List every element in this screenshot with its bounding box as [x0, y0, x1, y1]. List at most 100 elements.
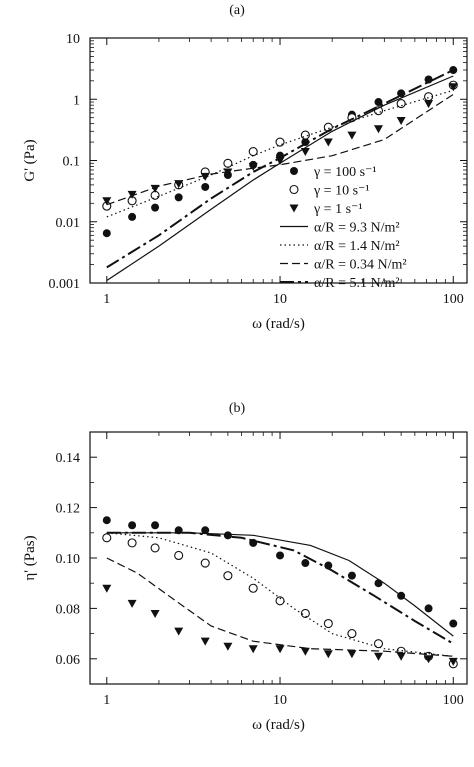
fit-line-dotted — [106, 532, 454, 657]
data-point-triangle — [223, 642, 233, 651]
x-tick-label: 10 — [273, 693, 287, 708]
data-point-filled-circle — [174, 193, 183, 202]
legend-label: γ = 100 s⁻¹ — [313, 165, 377, 180]
data-point-triangle — [424, 655, 434, 664]
data-point-triangle — [102, 584, 112, 593]
data-point-triangle — [102, 197, 112, 206]
y-tick-label: 0.06 — [56, 653, 81, 668]
data-point-filled-circle — [102, 516, 111, 525]
y-tick-label: 0.1 — [63, 155, 81, 170]
data-point-triangle — [373, 652, 383, 661]
data-point-filled-circle — [449, 66, 458, 75]
data-point-filled-circle — [374, 98, 383, 107]
y-tick-label: 0.001 — [49, 277, 81, 292]
data-point-triangle — [396, 652, 406, 661]
data-point-open-circle — [174, 550, 184, 561]
legend: γ = 100 s⁻¹ γ = 10 s⁻¹ γ = 1 s⁻¹ α/R = 9.3 … — [280, 165, 407, 291]
data-point-triangle — [275, 645, 285, 654]
x-tick-label: 1 — [103, 292, 110, 307]
data-point-triangle — [424, 100, 434, 109]
fit-line-dashed — [106, 557, 454, 657]
data-point-open-circle — [373, 639, 384, 649]
legend-label: α/R = 0.34 N/m² — [314, 258, 407, 273]
legend-label: α/R = 5.1 N/m² — [314, 276, 400, 291]
data-point-open-circle — [248, 583, 258, 593]
data-point-filled-circle — [424, 75, 433, 84]
fit-line-long-dash — [106, 69, 454, 269]
panel-b-label: (b) — [229, 401, 246, 416]
data-point-filled-circle — [201, 526, 210, 535]
data-point-triangle — [174, 627, 184, 636]
data-point-triangle — [448, 657, 458, 666]
data-point-open-circle — [347, 629, 357, 639]
data-point-triangle — [200, 172, 210, 181]
y-tick-label: 0.12 — [56, 502, 81, 517]
data-point-open-circle — [200, 558, 210, 568]
x-axis-label: ω (rad/s) — [252, 717, 305, 733]
data-point-triangle — [347, 131, 357, 140]
y-tick-label: 0.14 — [56, 451, 81, 466]
data-point-open-circle — [323, 618, 333, 629]
data-point-open-circle — [102, 533, 112, 543]
fit-line-long-dash — [106, 531, 454, 645]
data-point-triangle — [127, 190, 137, 199]
data-point-open-circle — [300, 608, 310, 618]
data-point-open-circle — [223, 158, 233, 168]
data-point-filled-circle — [347, 571, 356, 580]
data-point-filled-circle — [128, 212, 137, 221]
y-tick-label: 0.08 — [56, 602, 81, 617]
data-point-triangle — [150, 609, 160, 618]
y-axis-label: η' (Pas) — [22, 535, 38, 580]
chart-panel-b: 1 10 100 0.06 0.08 0.10 0.12 0.14 ω (rad/s) η' (P… — [22, 431, 468, 733]
y-axis-label: G' (Pa) — [22, 139, 38, 181]
data-point-filled-circle — [128, 521, 137, 530]
legend-label: α/R = 1.4 N/m² — [314, 239, 400, 254]
data-point-triangle — [347, 650, 357, 659]
x-axis-label: ω (rad/s) — [252, 316, 305, 332]
data-point-open-circle — [248, 146, 258, 157]
x-tick-label: 10 — [273, 292, 287, 307]
data-point-triangle — [223, 168, 233, 177]
data-point-triangle — [127, 599, 137, 608]
x-tick-label: 100 — [443, 292, 464, 307]
data-point-open-circle — [223, 571, 233, 581]
x-tick-label: 1 — [103, 693, 110, 708]
legend-marker-open-circle — [289, 184, 299, 195]
data-point-triangle — [300, 647, 310, 656]
fit-line-dashed — [106, 93, 454, 206]
y-tick-label: 0.10 — [56, 552, 81, 567]
data-point-triangle — [373, 125, 383, 134]
data-point-filled-circle — [151, 203, 160, 212]
chart-panel-a: 1 10 100 0.001 0.01 0.1 1 10 ω (rad/s) G' (Pa) γ =… — [22, 32, 468, 332]
legend-label: γ = 1 s⁻¹ — [313, 202, 363, 217]
y-tick-label: 1 — [73, 93, 80, 108]
data-point-triangle — [323, 138, 333, 147]
legend-marker-triangle — [289, 204, 299, 213]
data-point-triangle — [248, 645, 258, 654]
data-point-triangle — [448, 83, 458, 92]
data-point-filled-circle — [424, 604, 433, 613]
legend-label: α/R = 9.3 N/m² — [314, 221, 400, 236]
data-point-triangle — [396, 116, 406, 125]
data-point-filled-circle — [102, 229, 111, 238]
data-point-triangle — [323, 650, 333, 659]
data-point-triangle — [300, 148, 310, 157]
data-point-open-circle — [150, 543, 160, 553]
data-point-filled-circle — [374, 579, 383, 588]
data-point-open-circle — [424, 92, 434, 102]
fit-line-solid — [106, 75, 454, 282]
data-point-filled-circle — [151, 521, 160, 530]
data-point-triangle — [200, 637, 210, 646]
y-tick-label: 0.01 — [56, 216, 81, 231]
x-tick-label: 100 — [443, 693, 464, 708]
data-point-open-circle — [275, 137, 285, 147]
data-point-filled-circle — [301, 559, 310, 568]
fit-line-dotted — [106, 89, 454, 218]
data-point-open-circle — [396, 99, 406, 109]
data-point-filled-circle — [449, 619, 458, 628]
data-point-filled-circle — [223, 531, 232, 540]
data-point-filled-circle — [201, 182, 210, 191]
data-point-filled-circle — [276, 551, 285, 560]
legend-label: γ = 10 s⁻¹ — [313, 184, 370, 199]
